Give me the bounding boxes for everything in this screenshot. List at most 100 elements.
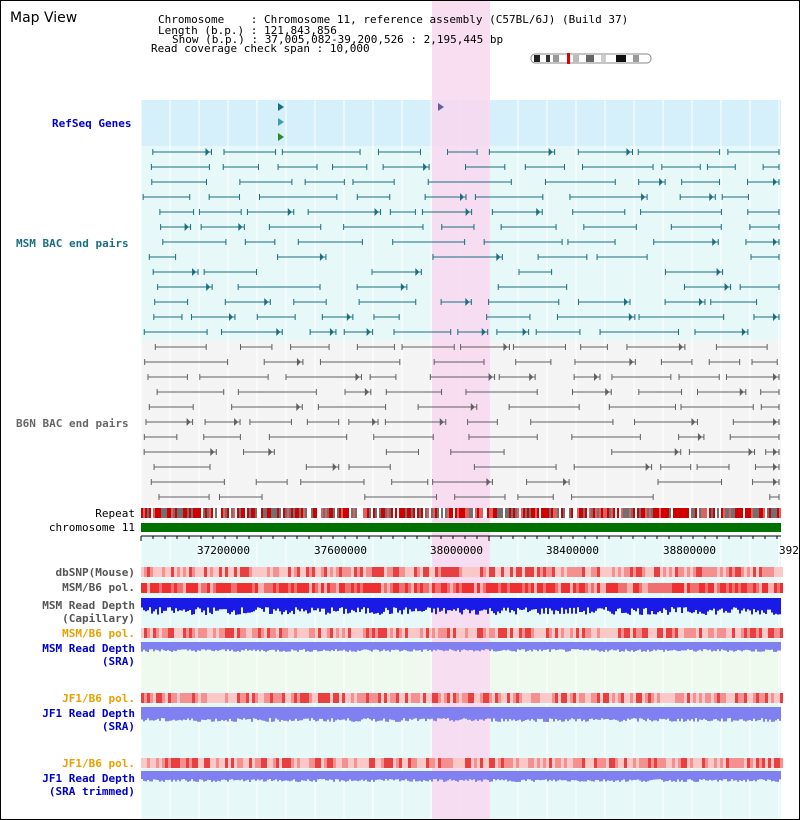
b6n-bac-pair-arrow <box>332 463 337 471</box>
axis-tick-label: 37600000 <box>314 544 367 557</box>
msm-bac-pair-arrow <box>741 328 746 336</box>
b6n-bac-track-label[interactable]: B6N BAC end pairs <box>16 417 129 430</box>
msm-depth-capillary-label[interactable]: MSM Read Depth (Capillary) <box>42 599 135 625</box>
b6n-bac-pair-arrow <box>739 388 744 396</box>
refseq-track-label[interactable]: RefSeq Genes <box>52 117 132 130</box>
b6n-bac-pair-arrow <box>629 358 634 366</box>
msm-bac-pair-arrow <box>238 223 243 231</box>
msm-bac-pair-arrow <box>536 208 541 216</box>
show-value: 37,005,082-39,200,526 : 2,195,445 bp <box>264 33 504 46</box>
axis-tick-label: 37200000 <box>197 544 250 557</box>
b6n-bac-pair-arrow <box>355 373 360 381</box>
show-key: Show (b.p.) <box>172 33 245 46</box>
msm-bac-pair-arrow <box>773 178 777 186</box>
b6n-bac-pair-arrow <box>605 388 610 396</box>
show-info-line: Show (b.p.) : 37,005,082-39,200,526 : 2,… <box>172 33 504 46</box>
jf1-depth-trimmed-label[interactable]: JF1 Read Depth (SRA trimmed) <box>42 772 135 798</box>
length-info-line: Length (b.p.) : 121,843,856 <box>158 24 337 37</box>
axis-tick-label: 38000000 <box>430 544 483 557</box>
msm-bac-pair-arrow <box>641 193 646 201</box>
msm-bac-pair-arrow <box>415 268 420 276</box>
msm-bac-pair-arrow <box>329 328 334 336</box>
b6n-bac-pair-arrow <box>486 478 491 486</box>
b6n-bac-pair-arrow <box>268 448 273 456</box>
msm-bac-pair-arrow <box>423 163 428 171</box>
b6n-bac-pair-arrow <box>645 463 650 471</box>
msm-bac-pair-arrow <box>400 283 405 291</box>
chromosome-bar[interactable] <box>141 523 781 532</box>
msm-bac-pair-arrow <box>228 313 233 321</box>
msm-bac-pair-arrow <box>460 193 465 201</box>
refseq-gene[interactable] <box>278 118 284 126</box>
b6n-bac-pair-arrow <box>372 418 377 426</box>
selection-highlight[interactable] <box>432 1 490 819</box>
msm-bac-pair-arrow <box>659 178 664 186</box>
length-value: 121,843,856 <box>263 24 337 37</box>
msm-bac-pair-arrow <box>698 298 703 306</box>
refseq-gene[interactable] <box>278 133 284 141</box>
length-key: Length (b.p.) <box>158 24 245 37</box>
msm-bac-pair-arrow <box>276 328 281 336</box>
axis-tick-label: 38400000 <box>546 544 599 557</box>
span-key: Read coverage check span <box>151 42 310 55</box>
chromosome-key: Chromosome <box>158 13 225 26</box>
b6n-bac-pair-arrow <box>691 418 696 426</box>
axis-tick-label: 38800000 <box>663 544 716 557</box>
b6n-bac-pair-arrow <box>674 448 679 456</box>
jf1-depth-sra-label[interactable]: JF1 Read Depth (SRA) <box>42 707 135 733</box>
msm-bac-pair-arrow <box>366 328 371 336</box>
repeat-track[interactable] <box>141 508 781 518</box>
msm-bac-pair-arrow <box>548 148 553 156</box>
b6n-bac-pair-arrow <box>748 448 753 456</box>
polymorphism-heatmaps <box>141 567 783 768</box>
msm-bac-pair-arrow <box>628 313 633 321</box>
msm-bac-pair-arrow <box>374 208 379 216</box>
b6n-bac-pair-arrow <box>186 418 191 426</box>
refseq-gene-features <box>278 103 444 141</box>
msm-bac-pair-arrow <box>773 238 777 246</box>
b6n-bac-pair-arrow <box>773 418 777 426</box>
msm-bac-pair-arrow <box>496 253 501 261</box>
dbsnp-track-label[interactable]: dbSNP(Mouse) <box>55 566 135 579</box>
b6n-bac-pair-arrow <box>470 403 475 411</box>
msm-bac-pair-arrow <box>716 268 721 276</box>
b6n-bac-pair-arrow <box>364 388 369 396</box>
msm-depth-sra-label[interactable]: MSM Read Depth (SRA) <box>42 642 135 668</box>
repeat-track-label[interactable]: Repeat <box>95 507 135 520</box>
map-view-title: Map View <box>10 10 78 26</box>
jf1-pol-track-label[interactable]: JF1/B6 pol. <box>62 692 135 705</box>
msm-bac-pair-arrow <box>205 148 210 156</box>
b6n-bac-pair-arrow <box>210 448 215 456</box>
b6n-bac-pair-arrow <box>234 418 239 426</box>
msm-bac-pair-arrow <box>287 208 292 216</box>
b6n-bac-pair-arrow <box>678 343 683 351</box>
msm-bac-pair-arrow <box>624 298 629 306</box>
msm-bac-pair-arrow <box>712 238 717 246</box>
msm-bac-features <box>142 148 780 336</box>
b6n-bac-pair-arrow <box>503 343 508 351</box>
b6n-bac-features <box>143 343 780 500</box>
jf1-pol-track-label-2[interactable]: JF1/B6 pol. <box>62 757 135 770</box>
msm-bac-pair-arrow <box>264 298 269 306</box>
b6n-bac-pair-arrow <box>439 418 444 426</box>
msm-bac-pair-arrow <box>465 298 470 306</box>
chromosome-track-label[interactable]: chromosome 11 <box>48 521 135 534</box>
msm-bac-track-label[interactable]: MSM BAC end pairs <box>16 237 129 250</box>
msm-pol-track-label-2[interactable]: MSM/B6 pol. <box>62 627 135 640</box>
msm-bac-pair-arrow <box>773 313 777 321</box>
msm-bac-pair-arrow <box>465 208 470 216</box>
refseq-gene[interactable] <box>438 103 444 111</box>
read-depth-plots <box>141 598 781 782</box>
b6n-bac-pair-arrow <box>488 373 493 381</box>
chromosome-ideogram[interactable] <box>530 53 652 64</box>
span-info-line: Read coverage check span : 10,000 <box>151 42 370 55</box>
msm-bac-pair-arrow <box>346 313 351 321</box>
msm-bac-pair-arrow <box>184 223 189 231</box>
chromosome-value: Chromosome 11, reference assembly (C57BL… <box>263 13 629 26</box>
msm-bac-pair-arrow <box>709 193 714 201</box>
b6n-bac-pair-arrow <box>773 478 777 486</box>
refseq-gene[interactable] <box>278 103 284 111</box>
msm-pol-track-label[interactable]: MSM/B6 pol. <box>62 581 135 594</box>
